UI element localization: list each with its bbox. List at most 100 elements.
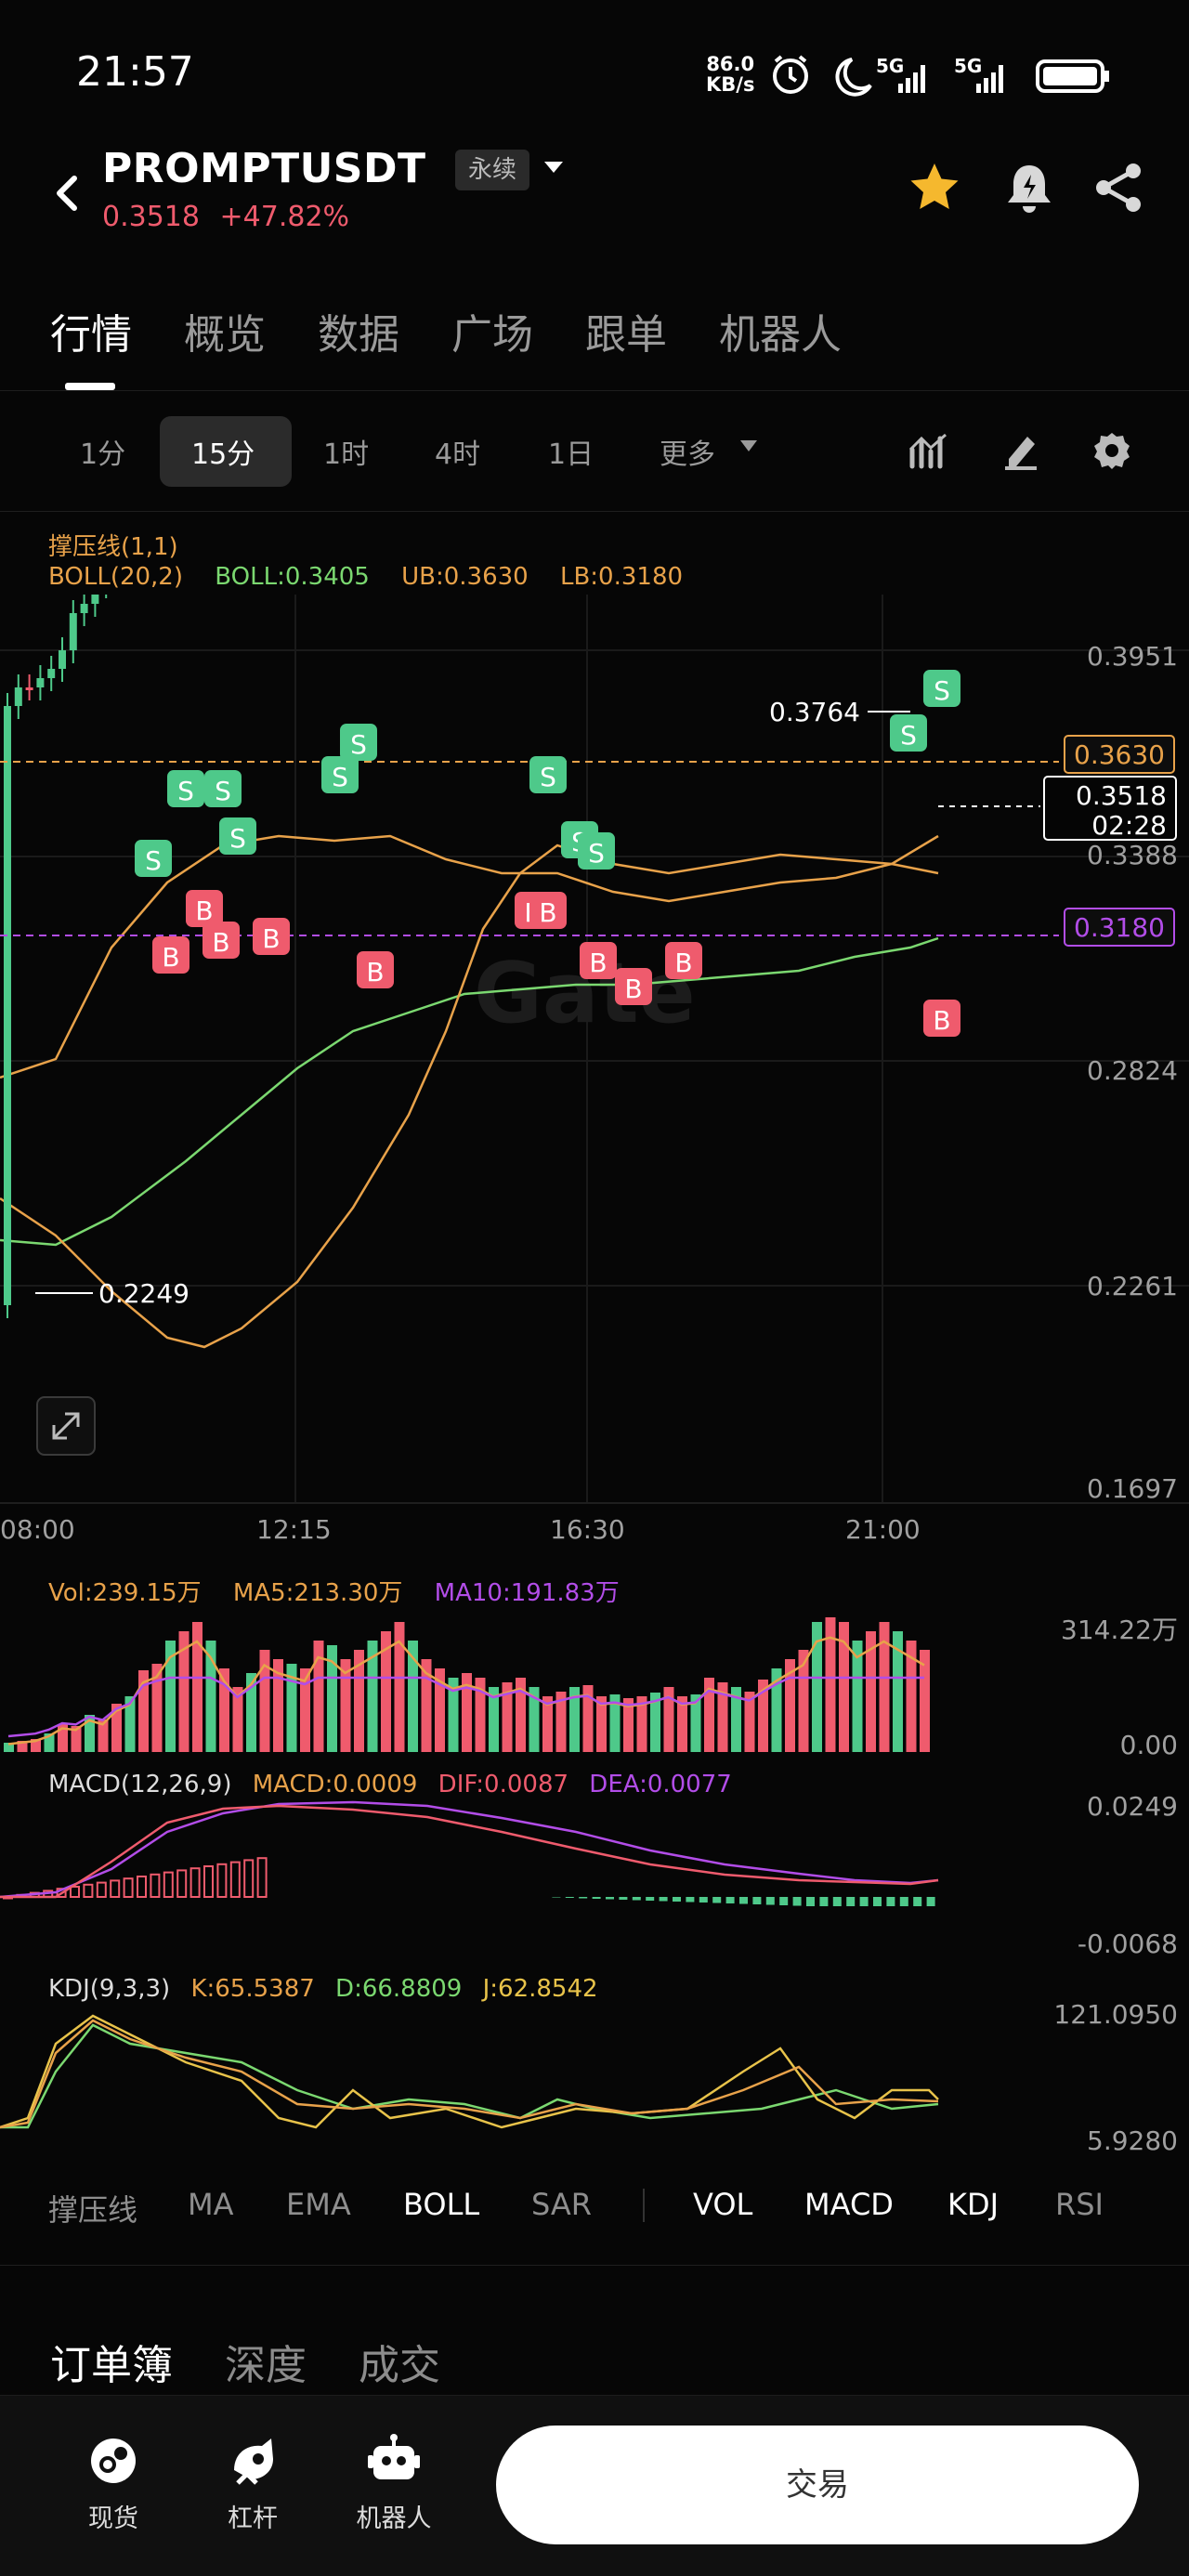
boll-params: BOLL(20,2): [48, 563, 183, 591]
timeframe-1d[interactable]: 1日: [548, 438, 594, 471]
volume-bar: [582, 1685, 594, 1752]
timeframe-4h[interactable]: 4时: [435, 438, 481, 471]
sell-mark-bg: [529, 756, 567, 793]
back-icon[interactable]: [48, 165, 85, 221]
macd-bar: [445, 1887, 453, 1897]
status-time: 21:57: [76, 48, 194, 96]
volume-bar: [542, 1696, 553, 1752]
tab-orderbook[interactable]: 订单簿: [50, 2342, 173, 2389]
nav-margin[interactable]: 杠杆: [197, 2433, 308, 2534]
indicator-tab-vol[interactable]: VOL: [693, 2187, 753, 2222]
tab-copy-trade[interactable]: 跟单: [585, 311, 667, 359]
contract-symbol[interactable]: PROMPTUSDT: [102, 145, 426, 192]
sell-mark: S: [177, 776, 194, 806]
volume-bar: [489, 1687, 499, 1752]
time-tick: 21:00: [845, 1514, 921, 1545]
alarm-icon: [773, 55, 808, 94]
volume-bar: [151, 1664, 163, 1752]
indicator-tab-support[interactable]: 撑压线: [48, 2192, 138, 2228]
buy-mark-bg: [580, 942, 617, 979]
draw-tool-icon[interactable]: [1001, 431, 1040, 470]
macd-bar: [189, 1867, 201, 1898]
timeframe-more[interactable]: 更多: [660, 438, 715, 471]
boll-bands: [0, 834, 939, 1349]
buy-mark: B: [589, 948, 607, 978]
indicator-tabs: 撑压线 MA EMA BOLL SAR VOL MACD KDJ RSI: [0, 2153, 1189, 2266]
timeframe-15m[interactable]: 15分: [191, 438, 255, 471]
kdj-j-line: [0, 2014, 939, 2129]
macd-bar: [686, 1897, 695, 1903]
contract-type-badge[interactable]: 永续: [455, 150, 530, 190]
volume-bar: [313, 1641, 324, 1752]
chevron-down-icon[interactable]: [542, 158, 565, 177]
volume-ma5: MA5:213.30万: [232, 1579, 403, 1607]
macd-bar: [271, 1860, 280, 1897]
volume-bar: [852, 1641, 863, 1752]
indicator-tab-sar[interactable]: SAR: [531, 2187, 593, 2222]
buy-mark-bg: [529, 892, 567, 929]
macd-histogram: [3, 1857, 935, 1906]
macd-dea: DEA:0.0077: [589, 1771, 732, 1798]
kdj-k: K:65.5387: [190, 1975, 315, 2003]
indicator-icon[interactable]: [908, 431, 947, 470]
macd-bar: [552, 1897, 561, 1898]
trade-button[interactable]: 交易: [496, 2426, 1139, 2544]
boll-lb: LB:0.3180: [559, 563, 684, 591]
sell-mark-bg: [890, 714, 927, 752]
speed-value: 86.0: [706, 53, 755, 75]
volume-bar: [623, 1698, 634, 1752]
expand-icon[interactable]: [36, 1396, 96, 1456]
macd-bar: [432, 1884, 440, 1897]
volume-bar: [354, 1650, 364, 1752]
volume-bar: [71, 1726, 82, 1752]
volume-bar: [502, 1682, 513, 1752]
margin-icon: [234, 2439, 273, 2485]
tab-data[interactable]: 数据: [318, 311, 399, 359]
candlestick-chart[interactable]: Gate SSSSSSSSSSSBBBBBBBBBBB 0.3764 0.224…: [0, 595, 1189, 1542]
network-5g-1: 5G: [876, 55, 904, 77]
nav-bots[interactable]: 机器人: [338, 2433, 450, 2534]
volume-bar: [758, 1680, 768, 1752]
candle-body: [47, 669, 56, 678]
volume-legend: Vol:239.15万 MA5:213.30万 MA10:191.83万: [48, 1574, 620, 1608]
share-icon[interactable]: [1092, 162, 1144, 214]
macd-bar: [913, 1897, 922, 1906]
buy-mark-bg: [665, 942, 702, 979]
bell-icon[interactable]: [1003, 160, 1055, 216]
volume-ma10-line: [7, 1676, 924, 1738]
tab-trades[interactable]: 成交: [359, 2342, 440, 2389]
volume-bar: [879, 1622, 890, 1752]
boll-legend: BOLL(20,2) BOLL:0.3405 UB:0.3630 LB:0.31…: [48, 563, 683, 591]
indicator-tab-boll[interactable]: BOLL: [403, 2187, 480, 2222]
chevron-down-icon[interactable]: [739, 438, 758, 453]
indicator-tab-ema[interactable]: EMA: [286, 2187, 351, 2222]
indicator-tab-ma[interactable]: MA: [188, 2187, 234, 2222]
star-icon[interactable]: [907, 160, 962, 216]
settings-gear-icon[interactable]: [1092, 431, 1131, 470]
indicator-tab-kdj[interactable]: KDJ: [947, 2187, 1000, 2222]
sell-mark-bg: [923, 670, 960, 707]
macd-bar: [163, 1871, 174, 1898]
speed-unit: KB/s: [706, 73, 755, 96]
tab-depth[interactable]: 深度: [225, 2342, 307, 2389]
indicator-tab-macd[interactable]: MACD: [804, 2187, 894, 2222]
buy-mark: B: [212, 927, 229, 958]
robot-icon: [368, 2434, 420, 2479]
timeframe-1h[interactable]: 1时: [323, 438, 370, 471]
tab-market[interactable]: 行情: [50, 311, 132, 359]
macd-bar: [325, 1868, 333, 1897]
timeframe-1m[interactable]: 1分: [80, 438, 126, 471]
price-tick: 0.3388: [1087, 840, 1178, 870]
sell-mark-bg: [167, 770, 204, 807]
timeframe-bar: 1分 15分 1时 4时 1日 更多: [0, 390, 1189, 512]
volume-bar: [529, 1687, 540, 1752]
signal-icon-2: [976, 65, 1003, 93]
indicator-tab-rsi[interactable]: RSI: [1055, 2187, 1104, 2222]
nav-spot[interactable]: 现货: [58, 2433, 169, 2534]
macd-lines: [0, 1800, 939, 1899]
tab-overview[interactable]: 概览: [184, 311, 266, 359]
active-tab-indicator: [65, 383, 115, 390]
tab-square[interactable]: 广场: [451, 311, 533, 359]
tab-bots[interactable]: 机器人: [719, 311, 842, 359]
macd-bar: [472, 1890, 480, 1897]
